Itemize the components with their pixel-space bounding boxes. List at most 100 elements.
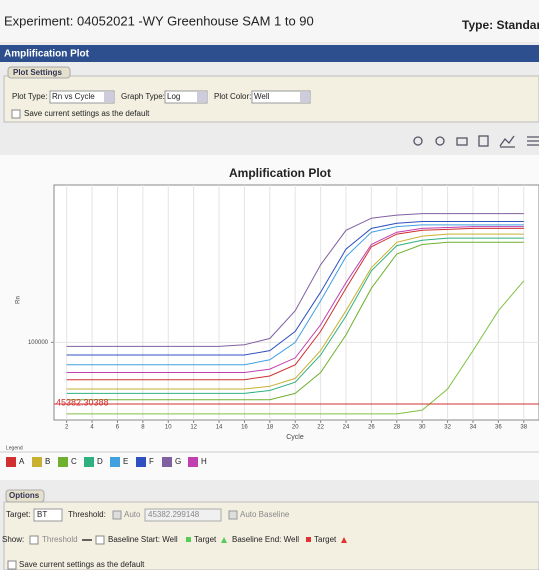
x-tick-label: 6 — [116, 425, 120, 431]
target1-label: Target — [194, 535, 217, 544]
plot-content — [54, 185, 539, 420]
amplification-curve — [66, 221, 524, 356]
experiment-type: Type: Standard — [462, 18, 539, 32]
x-tick-label: 10 — [165, 425, 172, 431]
x-tick-label: 34 — [470, 425, 477, 431]
chart-title: Amplification Plot — [229, 166, 331, 180]
checkbox[interactable] — [11, 109, 21, 119]
x-tick-label: 38 — [520, 425, 527, 431]
x-tick-label: 36 — [495, 425, 502, 431]
marker — [186, 537, 191, 542]
x-tick-label: 22 — [317, 425, 324, 431]
checkbox[interactable] — [7, 560, 17, 570]
plot-area — [53, 184, 539, 421]
legend-label: C — [71, 457, 77, 466]
threshold-input-value: 45382.299148 — [148, 510, 200, 519]
amplification-curve — [66, 237, 524, 394]
auto-label: Auto — [124, 510, 141, 519]
x-axis-label: Cycle — [286, 434, 304, 441]
target-select[interactable] — [33, 508, 63, 522]
legend-label: A — [19, 457, 25, 466]
legend-swatch — [162, 457, 172, 467]
print-icon[interactable] — [456, 137, 468, 146]
plot-color-label: Plot Color: — [214, 92, 251, 101]
x-tick-label: 8 — [141, 425, 145, 431]
auto-baseline-checkbox[interactable] — [228, 510, 238, 520]
plot-settings-tab-label: Plot Settings — [13, 68, 62, 77]
x-tick-label: 4 — [90, 425, 94, 431]
toolbar — [413, 135, 539, 148]
x-tick-label: 24 — [343, 425, 350, 431]
auto-checkbox[interactable] — [112, 510, 122, 520]
list-icon[interactable] — [527, 136, 539, 146]
options-panel — [3, 501, 539, 570]
x-tick-label: 26 — [368, 425, 375, 431]
dropdown-arrow — [197, 92, 207, 102]
target-value: BT — [37, 510, 47, 519]
baseline-start-label: Baseline Start: Well — [108, 535, 178, 544]
header-bar — [0, 0, 539, 42]
legend-label: E — [123, 457, 128, 466]
zoom-in-icon[interactable] — [413, 136, 423, 146]
legend-label: F — [149, 457, 154, 466]
amplification-curve — [66, 280, 525, 415]
graph-type-label: Graph Type: — [121, 92, 165, 101]
x-tick-label: 2 — [65, 425, 69, 431]
x-tick-label: 30 — [419, 425, 426, 431]
amplification-curve — [66, 213, 524, 347]
x-tick-label: 14 — [216, 425, 223, 431]
dropdown-arrow — [300, 92, 310, 102]
legend-label: G — [175, 457, 181, 466]
legend-swatch — [6, 457, 16, 467]
x-tick-label: 16 — [241, 425, 248, 431]
chart-icon[interactable] — [499, 135, 515, 148]
baseline-checkbox[interactable] — [95, 535, 105, 545]
plot-type-value: Rn vs Cycle — [52, 92, 95, 101]
x-tick-label: 18 — [266, 425, 273, 431]
legend-label: H — [201, 457, 207, 466]
x-tick-label: 12 — [190, 425, 197, 431]
options-tab-label: Options — [9, 491, 40, 500]
threshold-checkbox[interactable] — [29, 535, 39, 545]
legend-title: Legend — [6, 445, 23, 451]
threshold-show-label: Threshold — [42, 535, 78, 544]
amplification-curve — [66, 233, 524, 390]
marker — [341, 537, 347, 543]
save-default-label: Save current settings as the default — [24, 109, 150, 118]
plot-settings-tab[interactable] — [7, 66, 71, 79]
legend-swatch — [84, 457, 94, 467]
panel-bar — [0, 45, 539, 62]
legend-swatch — [110, 457, 120, 467]
auto-baseline-label: Auto Baseline — [240, 510, 290, 519]
y-tick-label: 100000 — [28, 340, 49, 346]
panel-title: Amplification Plot — [4, 49, 90, 60]
baseline-end-label: Baseline End: Well — [232, 535, 299, 544]
legend-swatch — [32, 457, 42, 467]
legend-swatch — [136, 457, 146, 467]
legend-swatch — [58, 457, 68, 467]
marker — [306, 537, 311, 542]
show-label: Show: — [2, 535, 24, 544]
save-default-options-label: Save current settings as the default — [19, 560, 145, 569]
x-tick-label: 28 — [393, 425, 400, 431]
experiment-title: Experiment: 04052021 -WY Greenhouse SAM … — [4, 13, 314, 28]
amplification-curve — [66, 227, 524, 381]
threshold-label: Threshold: — [68, 510, 106, 519]
dropdown-arrow — [104, 92, 114, 102]
amplification-curve — [66, 241, 524, 401]
zoom-out-icon[interactable] — [435, 136, 445, 146]
x-tick-label: 32 — [444, 425, 451, 431]
legend-swatch — [188, 457, 198, 467]
plot-type-label: Plot Type: — [12, 92, 47, 101]
target-label: Target: — [6, 510, 30, 519]
options-tab[interactable] — [5, 489, 45, 503]
threshold-label: 45382.30388 — [56, 397, 109, 407]
copy-icon[interactable] — [478, 135, 489, 147]
legend-label: D — [97, 457, 103, 466]
target2-label: Target — [314, 535, 337, 544]
threshold-input[interactable] — [144, 508, 222, 522]
amplification-curve — [66, 226, 524, 373]
amplification-curve — [66, 224, 524, 366]
legend-label: B — [45, 457, 50, 466]
x-tick-label: 20 — [292, 425, 299, 431]
